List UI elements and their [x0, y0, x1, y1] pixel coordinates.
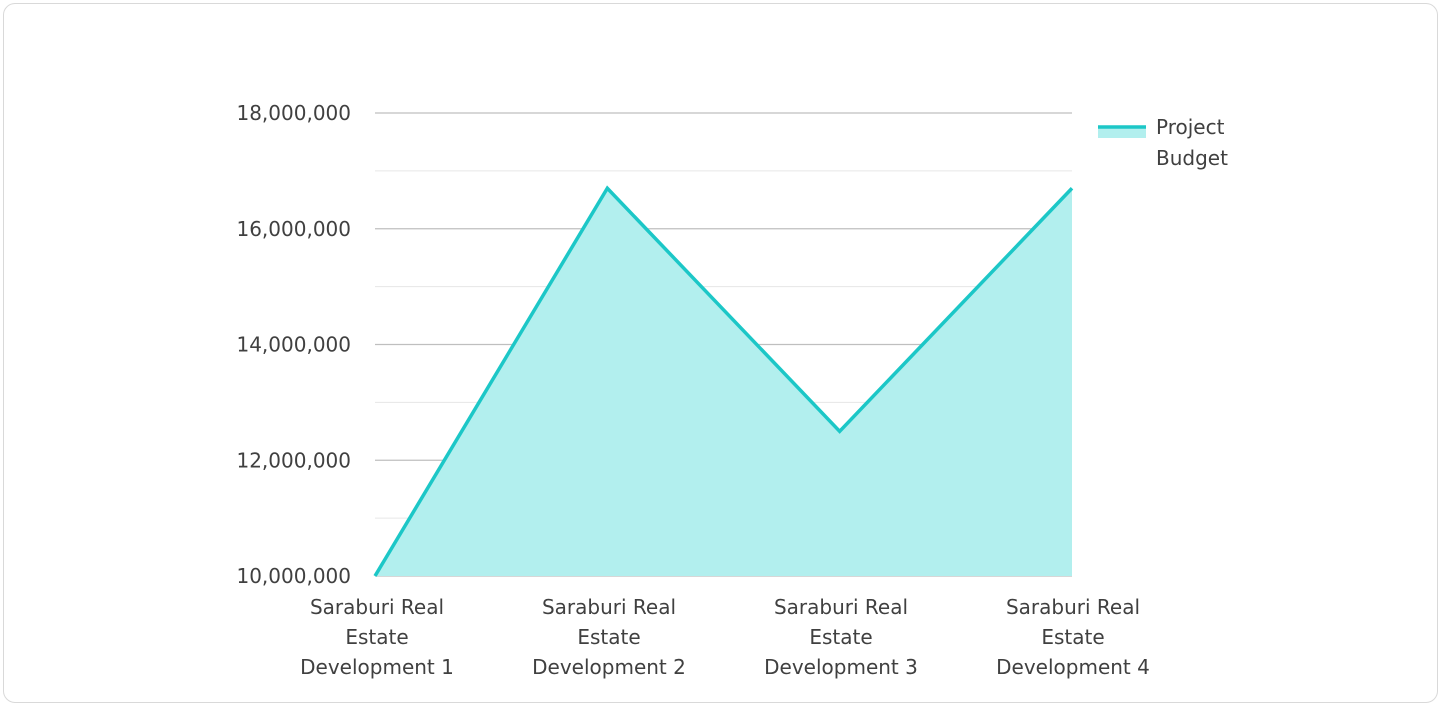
x-tick-label-line: Development 4	[996, 655, 1150, 679]
x-tick-label-line: Saraburi Real	[774, 595, 908, 619]
x-tick-label-line: Development 2	[532, 655, 686, 679]
y-tick-label: 12,000,000	[236, 448, 351, 472]
x-tick-label-line: Saraburi Real	[310, 595, 444, 619]
legend-label-line: Budget	[1156, 146, 1228, 170]
y-tick-label: 10,000,000	[236, 564, 351, 588]
y-axis-ticks: 10,000,000 12,000,000 14,000,000 16,000,000…	[236, 101, 351, 588]
y-tick-label: 14,000,000	[236, 333, 351, 357]
x-tick-label-line: Estate	[577, 625, 640, 649]
x-tick-label-line: Saraburi Real	[542, 595, 676, 619]
x-tick-label-line: Development 3	[764, 655, 918, 679]
legend-label: Project Budget	[1156, 115, 1228, 170]
x-tick-label: Saraburi Real Estate Development 3	[764, 595, 918, 679]
x-tick-label-line: Estate	[1041, 625, 1104, 649]
x-tick-label: Saraburi Real Estate Development 1	[300, 595, 454, 679]
x-tick-label-line: Estate	[809, 625, 872, 649]
series-area-fill	[375, 188, 1072, 576]
x-tick-label: Saraburi Real Estate Development 2	[532, 595, 686, 679]
series-area-group	[375, 188, 1072, 576]
legend-label-line: Project	[1156, 115, 1225, 139]
x-tick-label-line: Saraburi Real	[1006, 595, 1140, 619]
x-tick-label-line: Estate	[345, 625, 408, 649]
x-tick-label-line: Development 1	[300, 655, 454, 679]
y-tick-label: 16,000,000	[236, 217, 351, 241]
x-tick-label: Saraburi Real Estate Development 4	[996, 595, 1150, 679]
legend: Project Budget	[1098, 115, 1228, 170]
y-tick-label: 18,000,000	[236, 101, 351, 125]
